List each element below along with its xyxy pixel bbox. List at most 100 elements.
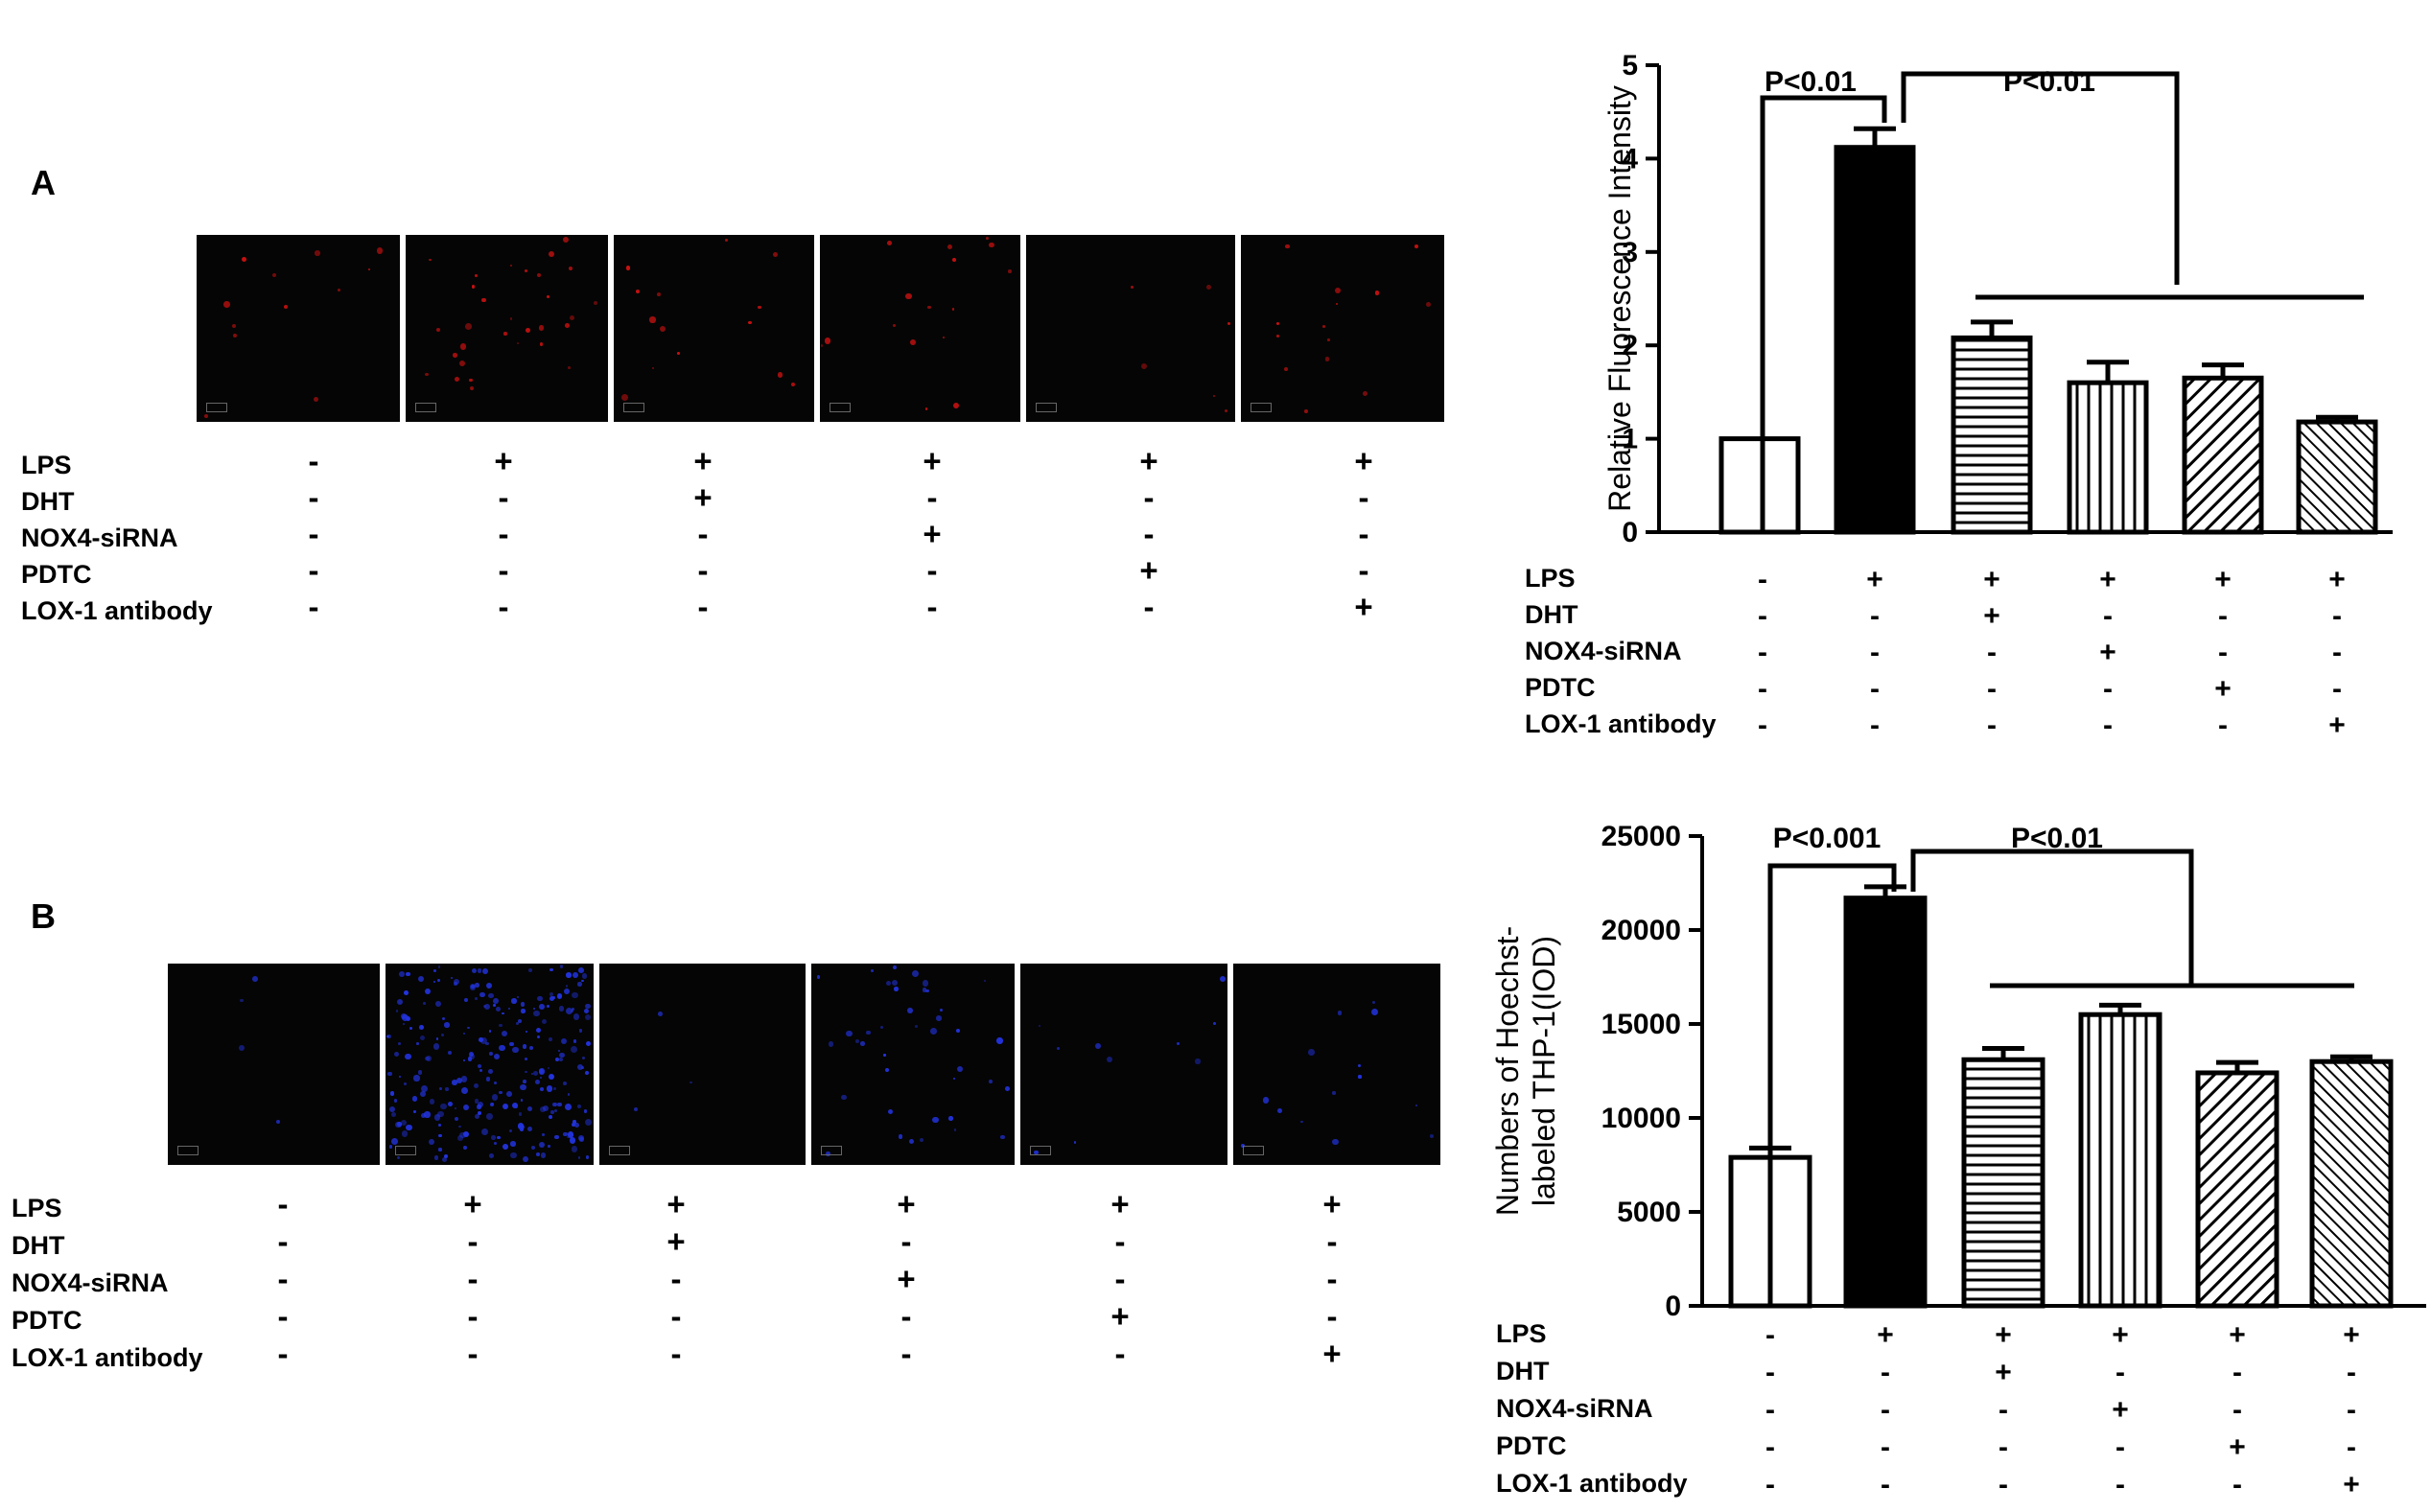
treatment-sign: - <box>670 1298 682 1334</box>
y-axis-label: Numbers of Hoechst- <box>1490 926 1525 1216</box>
scale-bar <box>1036 403 1057 412</box>
treatment-label: LPS <box>21 451 72 479</box>
treatment-sign: - <box>2332 673 2342 705</box>
treatment-sign: - <box>498 516 509 551</box>
treatment-sign: - <box>2347 1431 2356 1463</box>
treatment-sign: + <box>463 1186 482 1221</box>
treatment-sign: + <box>2328 709 2346 741</box>
treatment-label: PDTC <box>1525 673 1596 702</box>
treatment-sign: - <box>1758 709 1767 741</box>
treatment-sign: - <box>308 552 319 588</box>
scale-bar <box>415 403 436 412</box>
treatment-sign: - <box>467 1223 479 1259</box>
micrograph-5 <box>1020 964 1227 1165</box>
treatment-sign: - <box>1765 1319 1775 1351</box>
treatment-sign: - <box>2103 709 2113 741</box>
treatment-sign: - <box>467 1298 479 1334</box>
treatment-label: DHT <box>12 1231 65 1260</box>
treatment-sign: - <box>1881 1469 1890 1500</box>
treatment-sign: + <box>1983 564 2000 595</box>
treatment-sign: - <box>1999 1431 2008 1463</box>
treatment-label: PDTC <box>1496 1431 1567 1460</box>
treatment-sign: - <box>1143 589 1155 624</box>
treatment-sign: - <box>1999 1394 2008 1426</box>
significance-brackets: P<0.001 P<0.01 <box>1767 823 2354 1306</box>
micrograph-4 <box>811 964 1015 1165</box>
scale-bar <box>177 1146 199 1155</box>
treatment-sign: - <box>498 552 509 588</box>
treatment-sign: + <box>2328 564 2346 595</box>
treatment-sign: + <box>1995 1357 2012 1388</box>
treatment-label: DHT <box>1525 600 1578 629</box>
treatment-sign: - <box>2115 1469 2125 1500</box>
treatment-sign: + <box>693 479 713 515</box>
treatment-sign: - <box>1326 1298 1338 1334</box>
treatment-sign: - <box>2218 709 2228 741</box>
scale-bar <box>609 1146 630 1155</box>
treatment-sign: - <box>2347 1394 2356 1426</box>
treatment-sign: + <box>2343 1469 2360 1500</box>
treatment-sign: - <box>498 479 509 515</box>
treatment-sign: - <box>2218 637 2228 668</box>
scale-bar <box>623 403 644 412</box>
y-tick-label: 0 <box>1665 1291 1681 1322</box>
significance-bracket <box>1901 71 2180 285</box>
treatment-sign: - <box>2232 1394 2242 1426</box>
treatment-sign: - <box>1326 1223 1338 1259</box>
micrograph-4 <box>820 235 1020 422</box>
treatment-sign: - <box>1114 1261 1126 1296</box>
panel-a-letter: A <box>31 163 56 202</box>
treatment-sign: - <box>670 1336 682 1371</box>
treatment-sign: + <box>1995 1319 2012 1351</box>
treatment-sign: - <box>1881 1394 1890 1426</box>
treatment-label: PDTC <box>21 560 92 589</box>
treatment-sign: + <box>923 516 942 551</box>
treatment-sign: - <box>1987 673 1997 705</box>
p-value-annotation: P<0.01 <box>1765 66 1857 98</box>
treatment-sign: - <box>1143 516 1155 551</box>
treatment-label: LPS <box>1496 1319 1547 1348</box>
treatment-sign: - <box>467 1336 479 1371</box>
treatment-sign: - <box>467 1261 479 1296</box>
treatment-sign: - <box>2115 1357 2125 1388</box>
y-tick-label: 0 <box>1622 517 1638 548</box>
scale-bar <box>1030 1146 1051 1155</box>
treatment-sign: + <box>2112 1319 2129 1351</box>
micrograph-2 <box>406 235 608 422</box>
treatment-sign: - <box>900 1336 912 1371</box>
treatment-sign: - <box>2218 600 2228 632</box>
treatment-sign: + <box>1983 600 2000 632</box>
treatment-sign: + <box>1110 1298 1130 1334</box>
treatment-sign: + <box>897 1261 916 1296</box>
scale-bar <box>830 403 851 412</box>
treatment-label: DHT <box>21 487 75 516</box>
treatment-label: NOX4-siRNA <box>21 523 178 552</box>
y-tick-label: 5 <box>1622 50 1638 81</box>
treatment-sign: - <box>1870 600 1880 632</box>
treatment-sign: - <box>277 1261 289 1296</box>
treatment-label: LOX-1 antibody <box>1496 1469 1688 1498</box>
micrograph-1 <box>197 235 400 422</box>
treatment-label: LOX-1 antibody <box>12 1343 203 1372</box>
bar <box>1961 1057 2045 1309</box>
treatment-sign: - <box>697 516 709 551</box>
treatment-sign: - <box>1758 673 1767 705</box>
micrograph-3 <box>599 964 806 1165</box>
p-value-annotation: P<0.001 <box>1773 823 1882 854</box>
treatment-sign: + <box>2343 1319 2360 1351</box>
treatment-sign: - <box>1881 1357 1890 1388</box>
p-value-annotation: P<0.01 <box>2003 66 2095 98</box>
treatment-sign: - <box>900 1298 912 1334</box>
treatment-label: PDTC <box>12 1306 82 1335</box>
treatment-sign: - <box>2332 600 2342 632</box>
treatment-sign: - <box>308 516 319 551</box>
treatment-sign: - <box>1114 1336 1126 1371</box>
treatment-sign: + <box>1322 1186 1342 1221</box>
treatment-sign: - <box>1765 1469 1775 1500</box>
micrograph-3 <box>614 235 814 422</box>
treatment-sign: + <box>2112 1394 2129 1426</box>
treatment-sign: - <box>277 1298 289 1334</box>
treatment-sign: + <box>2099 637 2116 668</box>
treatment-label: NOX4-siRNA <box>1525 637 1682 665</box>
treatment-sign: + <box>1322 1336 1342 1371</box>
